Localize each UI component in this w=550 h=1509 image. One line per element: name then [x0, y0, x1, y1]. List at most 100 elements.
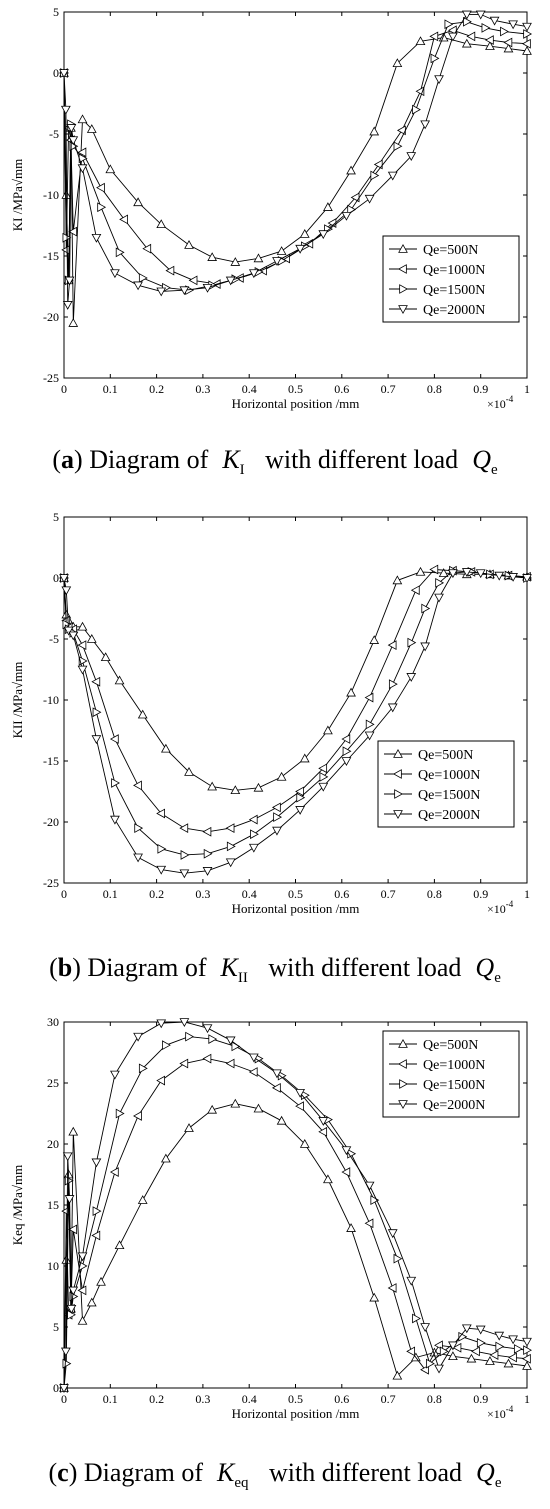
data-point [495, 1341, 505, 1352]
data-point [138, 1063, 148, 1074]
data-point [434, 593, 444, 603]
data-point [160, 743, 171, 753]
data-point [522, 574, 532, 584]
caption-a: (a) Diagram of KI with different load Qe [52, 445, 498, 479]
data-point [207, 781, 218, 791]
data-point [86, 633, 97, 643]
data-point [434, 1364, 444, 1374]
x-tick-label: 0.2 [149, 1392, 164, 1406]
data-point [91, 1158, 102, 1168]
data-point [463, 16, 472, 27]
legend-marker [398, 305, 408, 315]
data-point [370, 170, 380, 181]
data-point [452, 1342, 462, 1353]
data-point [271, 1083, 281, 1093]
data-point [91, 1230, 101, 1241]
data-point [86, 1297, 97, 1307]
series-line [63, 571, 528, 874]
x-tick-label: 0.9 [473, 1392, 488, 1406]
data-point [105, 164, 116, 174]
data-point [458, 1331, 468, 1342]
data-point [299, 1138, 310, 1148]
data-point [68, 1126, 79, 1136]
data-point [77, 1252, 88, 1262]
data-point [202, 283, 213, 293]
y-tick-label: -10 [43, 693, 59, 707]
x-tick-label: 0 [61, 887, 67, 901]
x-tick-label: 0.6 [334, 382, 349, 396]
data-point [188, 275, 198, 286]
plot-frame [63, 516, 528, 884]
x-tick-label: 0.1 [103, 1392, 118, 1406]
y-tick-label: -25 [43, 371, 59, 385]
caption-letter: c [57, 1458, 69, 1487]
data-point [68, 631, 79, 641]
x-tick-label: 0.8 [427, 382, 442, 396]
data-point [522, 46, 532, 55]
x-axis-multiplier-base: ×10 [487, 1407, 506, 1421]
data-point [341, 734, 351, 744]
data-point [109, 734, 119, 744]
data-point [373, 159, 383, 170]
data-point [119, 214, 128, 225]
x-tick-label: 0.3 [195, 1392, 210, 1406]
x-tick-label: 1 [524, 1392, 530, 1406]
data-point [296, 792, 306, 803]
data-point [387, 1229, 398, 1239]
data-point [342, 746, 352, 757]
data-point [202, 826, 212, 837]
y-tick-label: -20 [43, 310, 59, 324]
plot-frame [63, 11, 528, 379]
x-axis-multiplier-exponent: -4 [506, 1404, 514, 1414]
data-point [475, 10, 486, 20]
data-point [110, 269, 120, 279]
data-point [62, 301, 73, 310]
series-4 [59, 568, 532, 879]
data-point [133, 281, 143, 291]
data-point [438, 568, 449, 577]
legend-label: Qe=500N [423, 243, 478, 258]
data-point [323, 1174, 333, 1184]
series-4 [59, 10, 532, 310]
data-point [100, 652, 111, 662]
data-point [92, 707, 102, 718]
data-point [406, 1276, 417, 1286]
x-tick-label: 0.1 [103, 887, 118, 901]
y-tick-label: 5 [53, 5, 59, 19]
data-point [207, 252, 218, 261]
y-tick-label: 5 [53, 1320, 59, 1334]
data-point [430, 53, 440, 64]
data-point [369, 1292, 380, 1302]
data-point [370, 1195, 380, 1205]
data-point [60, 1347, 71, 1357]
y-tick-label: -5 [49, 127, 59, 141]
data-point [346, 1223, 356, 1232]
data-point [466, 31, 476, 42]
data-point [387, 640, 397, 650]
caption-lead: Diagram of [87, 953, 207, 982]
data-point [341, 1167, 351, 1177]
data-point [162, 1040, 171, 1051]
x-axis-multiplier: ×10-4 [487, 394, 514, 411]
data-point [137, 709, 148, 719]
data-point [523, 29, 533, 39]
data-point [225, 823, 235, 833]
caption-symbol: K [222, 445, 240, 474]
data-point [110, 815, 120, 825]
data-point [415, 566, 426, 576]
caption-subscript: II [237, 970, 248, 987]
data-point [323, 202, 333, 211]
series-1 [59, 1098, 532, 1392]
x-tick-label: 0.7 [381, 1392, 396, 1406]
x-tick-label: 0.9 [473, 887, 488, 901]
x-axis-multiplier-exponent: -4 [506, 394, 514, 404]
data-point [64, 276, 75, 286]
data-point [165, 265, 175, 276]
data-point [248, 814, 258, 825]
data-point [461, 1324, 472, 1334]
data-point [225, 1058, 235, 1069]
y-tick-label: 0 [53, 66, 59, 80]
legend-label: Qe=500N [423, 1038, 478, 1053]
data-point [369, 635, 380, 644]
data-point [115, 1108, 125, 1119]
